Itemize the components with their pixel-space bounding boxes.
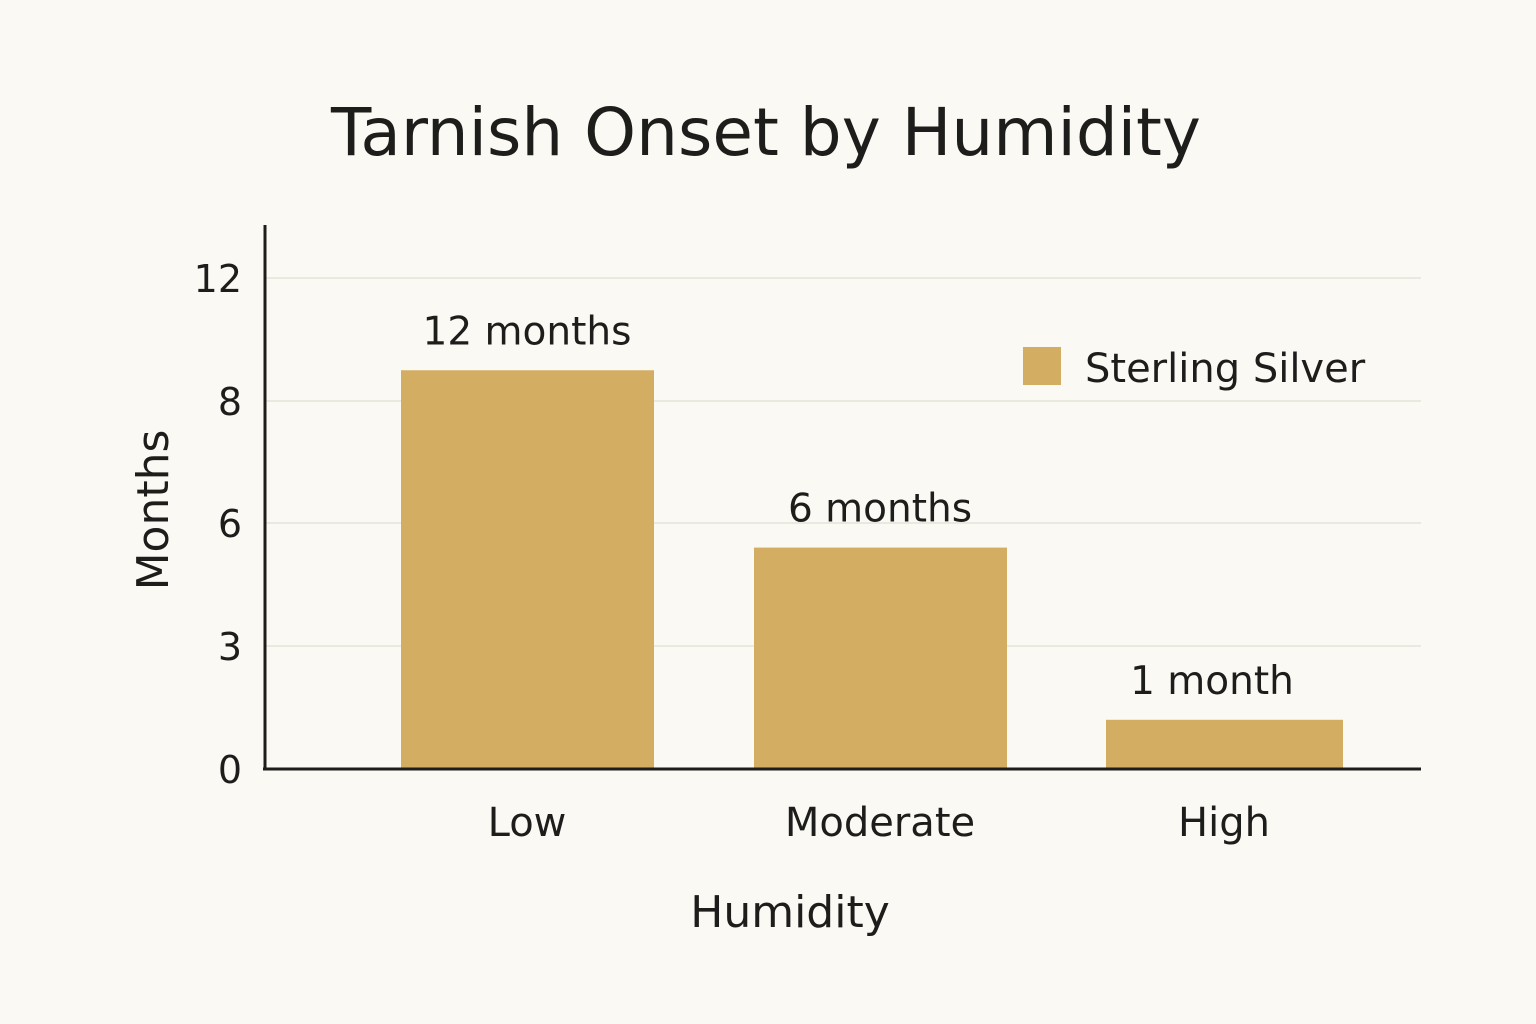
y-ticks: 0 3 6 8 12 <box>194 257 242 792</box>
data-label-high: 1 month <box>1130 659 1294 704</box>
x-category-label-moderate: Moderate <box>785 800 975 846</box>
chart-title: Tarnish Onset by Humidity <box>330 94 1201 171</box>
y-tick-label-6: 6 <box>218 502 242 546</box>
y-axis-label: Months <box>128 430 179 591</box>
legend: Sterling Silver <box>1023 346 1366 392</box>
legend-label-sterling-silver: Sterling Silver <box>1085 346 1366 392</box>
bar-high <box>1106 719 1343 769</box>
x-categories: Low Moderate High <box>488 800 1270 846</box>
x-axis-label: Humidity <box>690 887 890 938</box>
data-label-moderate: 6 months <box>788 487 972 532</box>
legend-swatch <box>1023 347 1061 385</box>
data-label-low: 12 months <box>423 309 632 354</box>
y-tick-label-0: 0 <box>218 748 242 792</box>
x-category-label-low: Low <box>488 800 567 846</box>
y-tick-label-8: 8 <box>218 380 242 424</box>
x-category-label-high: High <box>1178 800 1270 846</box>
data-labels: 12 months 6 months 1 month <box>423 309 1294 704</box>
y-tick-label-12: 12 <box>194 257 242 301</box>
bar-moderate <box>754 547 1007 769</box>
bar-low <box>401 370 654 769</box>
bars <box>401 370 1343 769</box>
y-tick-label-3: 3 <box>218 625 242 669</box>
